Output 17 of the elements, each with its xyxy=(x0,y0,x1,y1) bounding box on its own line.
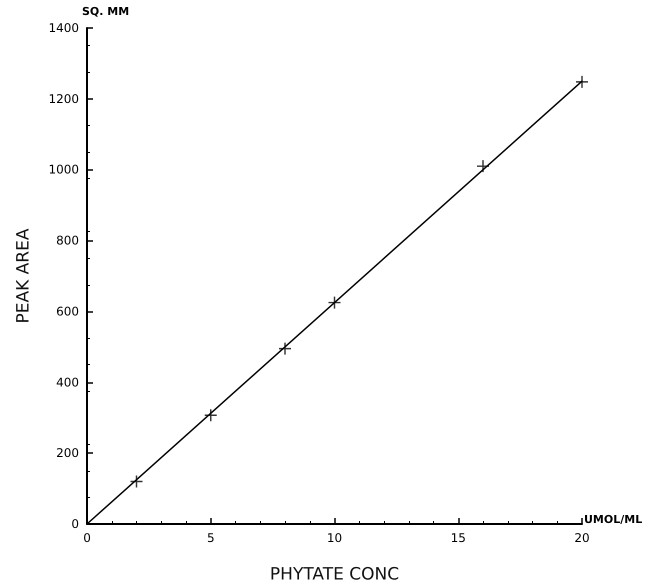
y-tick-label: 200 xyxy=(56,446,79,460)
text: SQ. MM xyxy=(82,5,130,18)
x-tick-label: 5 xyxy=(206,531,215,545)
text: UMOL/ML xyxy=(584,513,642,526)
y-tick-label: 0 xyxy=(71,517,79,531)
x-tick-label: 0 xyxy=(83,531,91,545)
y-axis-title: PEAK AREA xyxy=(14,228,34,324)
y-tick-label: 600 xyxy=(56,304,79,318)
x-tick-label: 10 xyxy=(326,531,342,545)
y-tick-label: 1400 xyxy=(48,21,79,35)
y-tick-label: 1000 xyxy=(48,162,79,177)
x-tick-label: 20 xyxy=(574,531,590,545)
y-tick-label: 400 xyxy=(56,375,79,390)
x-axis-title: PHYTATE CONC xyxy=(270,564,400,584)
x-tick-label: 15 xyxy=(450,531,466,545)
y-tick-label: 800 xyxy=(56,234,79,248)
y-tick-label: 1200 xyxy=(48,92,79,106)
